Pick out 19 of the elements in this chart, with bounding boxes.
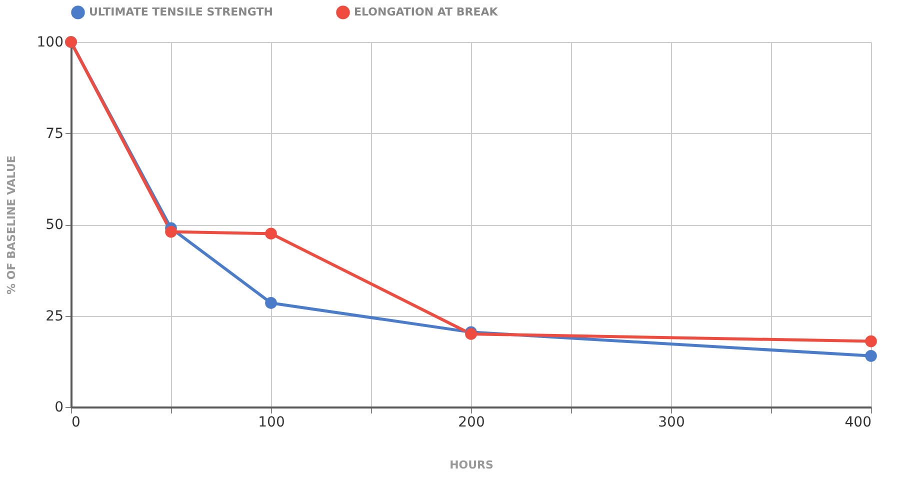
point (265, 297, 277, 309)
x-tick-label: 200 (458, 414, 485, 430)
point (865, 350, 877, 362)
y-tick-label: 0 (54, 400, 64, 416)
y-axis-title: % OF BASELINE VALUE (4, 156, 18, 294)
x-tick-label: 100 (258, 414, 285, 430)
x-tick-label: 0 (72, 414, 80, 430)
point (165, 226, 177, 238)
y-tick-label: 50 (46, 217, 64, 233)
y-tick-label: 25 (46, 308, 64, 324)
y-tick-label: 75 (46, 126, 64, 142)
legend-label: ELONGATION AT BREAK (354, 5, 498, 18)
x-axis-title: HOURS (450, 458, 494, 472)
y-tick-label: 100 (36, 34, 64, 50)
point (265, 228, 277, 240)
x-tick-label: 400 (844, 414, 872, 430)
legend-label: ULTIMATE TENSILE STRENGTH (89, 5, 273, 18)
x-tick-label: 300 (658, 414, 685, 430)
point (865, 335, 877, 348)
